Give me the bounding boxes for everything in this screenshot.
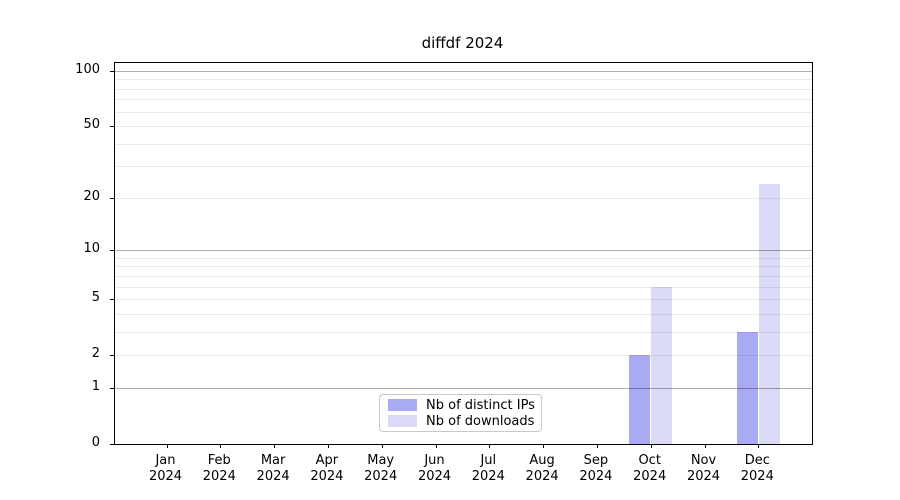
y-tick-label-0: 0 — [91, 435, 100, 450]
x-label-jan: Jan 2024 — [139, 453, 193, 484]
x-tick-jan — [166, 444, 168, 448]
x-label-aug: Aug 2024 — [515, 453, 569, 484]
x-label-month-text: Dec — [744, 453, 770, 468]
x-tick-feb — [220, 444, 222, 448]
gridline-minor-30 — [115, 166, 812, 168]
gridline-minor-2 — [115, 355, 812, 357]
plot-area: Nb of distinct IPs Nb of downloads — [110, 62, 813, 448]
y-tick-100 — [110, 70, 114, 72]
x-label-month-text: Mar — [260, 453, 286, 468]
bar-downloads-dec — [758, 183, 780, 444]
x-label-jul: Jul 2024 — [461, 453, 515, 484]
x-label-year-text: 2024 — [202, 468, 236, 484]
x-label-year-text: 2024 — [256, 468, 290, 484]
y-tick-2 — [110, 355, 114, 357]
x-tick-nov — [704, 444, 706, 448]
y-tick-1 — [110, 387, 114, 389]
x-tick-aug — [543, 444, 545, 448]
gridline-minor-70 — [115, 99, 812, 101]
x-label-month-text: Feb — [207, 453, 231, 468]
gridline-minor-90 — [115, 79, 812, 81]
x-label-year-text: 2024 — [310, 468, 344, 484]
y-tick-5 — [110, 299, 114, 301]
x-tick-sep — [596, 444, 598, 448]
x-label-month-text: Apr — [315, 453, 339, 468]
legend-entry-distinct-ips: Nb of distinct IPs — [388, 397, 535, 413]
legend-swatch-distinct-ips — [388, 399, 417, 411]
x-tick-jul — [489, 444, 491, 448]
gridline-major-10 — [115, 250, 812, 252]
bar-distinct-ips-dec — [736, 331, 758, 444]
x-label-apr: Apr 2024 — [300, 453, 354, 484]
x-label-year-text: 2024 — [633, 468, 667, 484]
gridline-major-1 — [115, 387, 812, 389]
x-label-oct: Oct 2024 — [623, 453, 677, 484]
x-label-feb: Feb 2024 — [192, 453, 246, 484]
x-label-month-text: Jun — [424, 453, 445, 468]
y-tick-label-100: 100 — [75, 61, 100, 77]
x-label-year-text: 2024 — [364, 468, 398, 484]
x-label-mar: Mar 2024 — [246, 453, 300, 484]
x-label-month-text: Jul — [480, 453, 497, 468]
x-label-month-text: Jan — [155, 453, 176, 468]
y-tick-label-1: 1 — [91, 378, 100, 394]
x-label-nov: Nov 2024 — [677, 453, 731, 484]
y-tick-10 — [110, 250, 114, 252]
x-tick-jun — [435, 444, 437, 448]
gridline-minor-8 — [115, 266, 812, 268]
gridline-minor-50 — [115, 126, 812, 128]
y-tick-label-20: 20 — [83, 188, 100, 204]
gridline-minor-7 — [115, 275, 812, 277]
x-label-month-text: Oct — [638, 453, 661, 468]
x-tick-may — [381, 444, 383, 448]
x-label-month-text: Sep — [583, 453, 609, 468]
y-tick-label-10: 10 — [83, 241, 100, 257]
bar-distinct-ips-oct — [629, 355, 651, 444]
gridline-minor-40 — [115, 143, 812, 145]
legend: Nb of distinct IPs Nb of downloads — [379, 394, 542, 432]
x-label-month-text: Nov — [690, 453, 717, 468]
x-tick-mar — [274, 444, 276, 448]
gridline-minor-5 — [115, 299, 812, 301]
x-label-dec: Dec 2024 — [730, 453, 784, 484]
legend-label-distinct-ips: Nb of distinct IPs — [426, 397, 535, 413]
y-tick-label-5: 5 — [91, 290, 100, 306]
x-tick-dec — [758, 444, 760, 448]
x-label-year-text: 2024 — [417, 468, 452, 484]
chart-title: diffdf 2024 — [421, 34, 504, 52]
gridline-minor-3 — [115, 331, 812, 333]
x-label-sep: Sep 2024 — [569, 453, 623, 484]
x-label-year-text: 2024 — [471, 468, 505, 484]
y-tick-label-2: 2 — [91, 346, 100, 362]
x-tick-oct — [650, 444, 652, 448]
x-tick-apr — [327, 444, 329, 448]
gridline-minor-6 — [115, 286, 812, 288]
x-label-jun: Jun 2024 — [408, 453, 462, 484]
gridline-minor-80 — [115, 88, 812, 90]
x-label-month-text: Aug — [529, 453, 555, 468]
x-label-may: May 2024 — [354, 453, 408, 484]
gridline-minor-4 — [115, 313, 812, 315]
gridline-minor-20 — [115, 197, 812, 199]
x-label-year-text: 2024 — [686, 468, 721, 484]
bar-downloads-oct — [651, 286, 673, 444]
x-label-year-text: 2024 — [579, 468, 613, 484]
x-label-month-text: May — [367, 453, 395, 468]
legend-swatch-downloads — [388, 415, 417, 427]
x-label-year-text: 2024 — [525, 468, 559, 484]
y-tick-label-50: 50 — [83, 117, 100, 133]
x-label-year-text: 2024 — [740, 468, 774, 484]
y-tick-50 — [110, 126, 114, 128]
gridline-minor-60 — [115, 111, 812, 113]
gridline-minor-9 — [115, 257, 812, 259]
legend-entry-downloads: Nb of downloads — [388, 413, 535, 429]
x-label-year-text: 2024 — [148, 468, 183, 484]
gridline-major-100 — [115, 70, 812, 72]
legend-label-downloads: Nb of downloads — [426, 413, 535, 429]
y-tick-0 — [110, 444, 114, 445]
y-tick-20 — [110, 197, 114, 199]
